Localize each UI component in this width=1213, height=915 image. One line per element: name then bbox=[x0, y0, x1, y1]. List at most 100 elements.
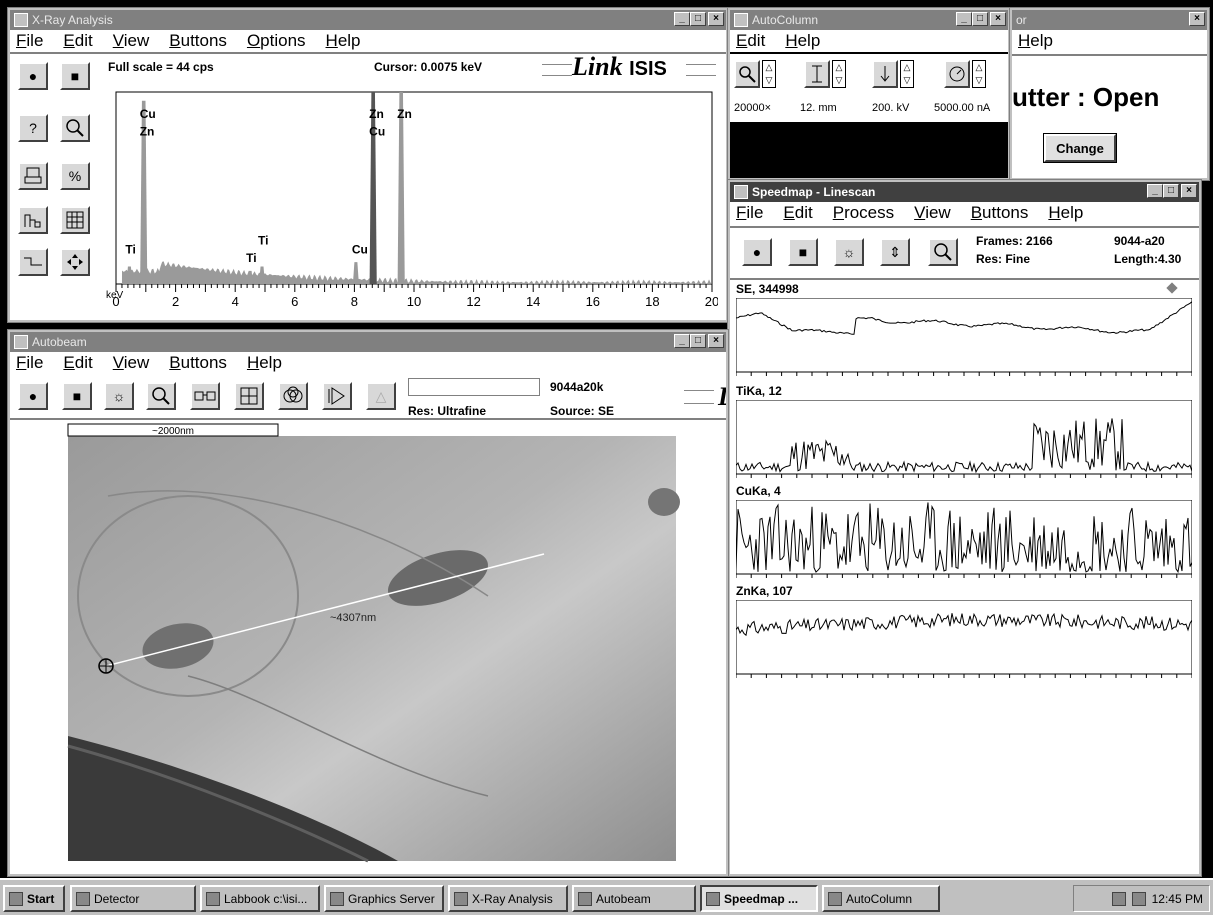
overlay-button[interactable] bbox=[278, 382, 308, 410]
autobeam-titlebar[interactable]: Autobeam _ □ × bbox=[10, 332, 726, 352]
xray-titlebar[interactable]: X-Ray Analysis _ □ × bbox=[10, 10, 726, 30]
close-button[interactable]: × bbox=[990, 12, 1006, 26]
expand-button[interactable] bbox=[60, 248, 90, 276]
bar-chart-icon bbox=[24, 214, 41, 228]
zoom-button[interactable] bbox=[60, 114, 90, 142]
clock[interactable]: 12:45 PM bbox=[1151, 891, 1203, 906]
voltage-button[interactable] bbox=[872, 60, 898, 88]
stop-button[interactable]: ■ bbox=[60, 62, 90, 90]
menu-edit[interactable]: Edit bbox=[63, 31, 93, 50]
marker-diamond[interactable] bbox=[1166, 282, 1178, 294]
current-button[interactable] bbox=[944, 60, 970, 88]
menu-process[interactable]: Process bbox=[832, 203, 895, 222]
taskbar-label: Speedmap ... bbox=[724, 891, 799, 906]
current-stepper[interactable]: △ ▽ bbox=[972, 60, 986, 88]
scale-bar-label: ~2000nm bbox=[152, 426, 194, 437]
micrograph-image[interactable]: ~2000nm ~4307nm bbox=[67, 423, 680, 863]
taskbar-item-autocolumn[interactable]: AutoColumn bbox=[822, 885, 940, 912]
menu-help[interactable]: Help bbox=[785, 31, 821, 50]
zoom-button[interactable] bbox=[928, 238, 958, 266]
maximize-button[interactable]: □ bbox=[1163, 184, 1179, 198]
taskbar-item-speedmap[interactable]: Speedmap ... bbox=[700, 885, 818, 912]
close-button[interactable]: × bbox=[1189, 12, 1205, 26]
taskbar-item-labbook[interactable]: Labbook c:\isi... bbox=[200, 885, 320, 912]
tray-display-icon[interactable] bbox=[1111, 891, 1126, 906]
record-button[interactable]: ● bbox=[18, 382, 48, 410]
resolution-label: Res: Fine bbox=[976, 252, 1031, 266]
maximize-button[interactable]: □ bbox=[690, 12, 706, 26]
measurement-line[interactable] bbox=[105, 553, 545, 667]
close-button[interactable]: × bbox=[1181, 184, 1197, 198]
detector-titlebar[interactable]: or × bbox=[1012, 10, 1207, 30]
peak-label: Cu bbox=[140, 107, 156, 121]
brightness-button[interactable]: ☼ bbox=[834, 238, 864, 266]
speedmap-titlebar[interactable]: Speedmap - Linescan _ □ × bbox=[730, 182, 1199, 202]
voltage-stepper[interactable]: △ ▽ bbox=[900, 60, 914, 88]
overlay-icon bbox=[283, 386, 303, 403]
autobeam-window: Autobeam _ □ × File Edit View Buttons He… bbox=[7, 329, 729, 877]
x-tick-label: 8 bbox=[351, 294, 358, 309]
record-button[interactable]: ● bbox=[742, 238, 772, 266]
zoom-button[interactable] bbox=[146, 382, 176, 410]
menu-edit[interactable]: Edit bbox=[736, 31, 766, 50]
menu-options[interactable]: Options bbox=[246, 31, 306, 50]
start-button[interactable]: Start bbox=[3, 885, 65, 912]
magnification-stepper[interactable]: △ ▽ bbox=[762, 60, 776, 88]
magnification-button[interactable] bbox=[734, 60, 760, 88]
percent-button[interactable]: % bbox=[60, 162, 90, 190]
taskbar-label: AutoColumn bbox=[846, 891, 913, 906]
stop-button[interactable]: ■ bbox=[788, 238, 818, 266]
menu-buttons[interactable]: Buttons bbox=[169, 31, 227, 50]
minimize-button[interactable]: _ bbox=[674, 12, 690, 26]
stop-button[interactable]: ■ bbox=[62, 382, 92, 410]
change-button[interactable]: Change bbox=[1043, 133, 1117, 163]
close-button[interactable]: × bbox=[708, 334, 724, 348]
menu-buttons[interactable]: Buttons bbox=[970, 203, 1029, 222]
grid-icon bbox=[66, 211, 84, 229]
x-tick-label: 20 bbox=[705, 294, 718, 309]
histogram-button[interactable] bbox=[18, 206, 48, 234]
frame-button[interactable] bbox=[234, 382, 264, 410]
play-button[interactable] bbox=[322, 382, 352, 410]
minimize-button[interactable]: _ bbox=[674, 334, 690, 348]
brightness-button[interactable]: ☼ bbox=[104, 382, 134, 410]
autobeam-icon bbox=[578, 891, 592, 906]
menu-view[interactable]: View bbox=[112, 31, 150, 50]
autocolumn-titlebar[interactable]: AutoColumn _ □ × bbox=[730, 10, 1008, 30]
grid-button[interactable] bbox=[60, 206, 90, 234]
menu-help[interactable]: Help bbox=[325, 31, 361, 50]
taskbar-item-detector[interactable]: Detector bbox=[70, 885, 196, 912]
menu-view[interactable]: View bbox=[112, 353, 150, 372]
minimize-button[interactable]: _ bbox=[956, 12, 972, 26]
menu-file[interactable]: File bbox=[16, 31, 44, 50]
triangle-button[interactable]: △ bbox=[366, 382, 396, 410]
step-button[interactable] bbox=[18, 248, 48, 276]
menu-edit[interactable]: Edit bbox=[63, 353, 93, 372]
taskbar-item-graphics-server[interactable]: Graphics Server bbox=[324, 885, 444, 912]
menu-file[interactable]: File bbox=[736, 203, 764, 222]
menu-help[interactable]: Help bbox=[246, 353, 282, 372]
maximize-button[interactable]: □ bbox=[690, 334, 706, 348]
contrast-button[interactable]: ⇕ bbox=[880, 238, 910, 266]
menu-help[interactable]: Help bbox=[1048, 203, 1084, 222]
taskbar-item-autobeam[interactable]: Autobeam bbox=[572, 885, 696, 912]
menu-file[interactable]: File bbox=[16, 353, 44, 372]
distance-stepper[interactable]: △ ▽ bbox=[832, 60, 846, 88]
print-button[interactable] bbox=[18, 162, 48, 190]
xray-title: X-Ray Analysis bbox=[32, 13, 113, 27]
record-button[interactable]: ● bbox=[18, 62, 48, 90]
minimize-button[interactable]: _ bbox=[1147, 184, 1163, 198]
menu-edit[interactable]: Edit bbox=[783, 203, 813, 222]
menu-view[interactable]: View bbox=[914, 203, 951, 222]
stereo-button[interactable] bbox=[190, 382, 220, 410]
tray-network-icon[interactable] bbox=[1131, 891, 1146, 906]
maximize-button[interactable]: □ bbox=[972, 12, 988, 26]
close-button[interactable]: × bbox=[708, 12, 724, 26]
working-distance-button[interactable] bbox=[804, 60, 830, 88]
spectrum-peak bbox=[369, 92, 377, 284]
taskbar-item-xray[interactable]: X-Ray Analysis bbox=[448, 885, 568, 912]
help-query-button[interactable]: ? bbox=[18, 114, 48, 142]
menu-buttons[interactable]: Buttons bbox=[169, 353, 227, 372]
menu-help[interactable]: Help bbox=[1018, 31, 1053, 50]
